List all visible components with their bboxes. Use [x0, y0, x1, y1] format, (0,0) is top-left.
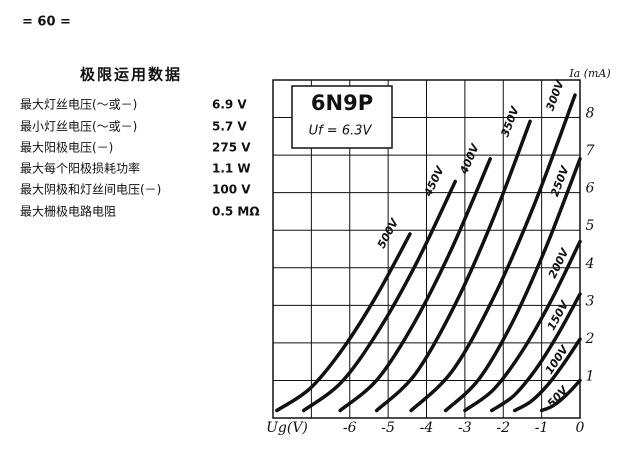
- y-tick-label: 7: [586, 143, 595, 159]
- curve: [409, 93, 577, 413]
- curve: [275, 232, 412, 413]
- curve: [374, 119, 532, 413]
- row-label: 最大栅极电路电阻: [20, 204, 116, 219]
- curve: [539, 378, 582, 413]
- y-tick-label: 2: [585, 331, 595, 347]
- row-label: 最小灯丝电压(～或－): [20, 120, 137, 134]
- x-tick-label: -4: [420, 420, 434, 436]
- curve: [489, 292, 582, 413]
- curve: [513, 337, 582, 413]
- curve: [443, 157, 582, 413]
- y-tick-label: 5: [586, 218, 595, 234]
- y-tick-label: 6: [586, 181, 595, 197]
- chart: Ug(V) -6 -5 -4 -3 -2 -1 0 1 2 3 4 5 6 7 8 Ia (mA) 6N9P Uf …: [266, 67, 611, 436]
- curve-label: 450V: [421, 163, 447, 199]
- table-title: 极限运用数据: [80, 66, 182, 84]
- row-value: 275 V: [212, 141, 251, 155]
- x-tick-label: 0: [576, 420, 585, 436]
- y-tick-label: 3: [586, 293, 595, 309]
- row-label: 最大灯丝电压(～或－): [20, 98, 137, 112]
- curve-label: 300V: [543, 77, 567, 112]
- x-tick-label: -2: [496, 420, 510, 436]
- limits-table: 最大灯丝电压(～或－) 6.9 V 最小灯丝电压(～或－) 5.7 V 最大阳极电压(－…: [20, 98, 260, 219]
- chart-title: 6N9P: [311, 91, 373, 115]
- x-tick-label: -3: [458, 420, 472, 436]
- chart-subtitle: Uf = 6.3V: [309, 124, 373, 139]
- row-label: 最大阴极和灯丝间电压(－): [20, 183, 161, 197]
- y-tick-label: 1: [586, 368, 595, 384]
- row-value: 1.1 W: [212, 162, 251, 176]
- row-value: 0.5 MΩ: [212, 205, 260, 219]
- curve: [301, 179, 458, 413]
- curve: [463, 239, 582, 413]
- y-axis-label: Ia (mA): [568, 67, 610, 80]
- x-tick-label: -5: [381, 420, 395, 436]
- page-number: = 60 =: [22, 15, 71, 30]
- row-value: 5.7 V: [212, 120, 247, 134]
- x-tick-label: -1: [535, 420, 549, 436]
- x-tick-label: -6: [343, 420, 357, 436]
- y-tick-label: 8: [586, 106, 595, 122]
- row-label: 最大阳极电压(－): [20, 141, 113, 155]
- row-value: 100 V: [212, 183, 251, 197]
- curve-label: 500V: [375, 215, 402, 250]
- row-value: 6.9 V: [212, 98, 247, 112]
- curve-label: 400V: [457, 141, 482, 177]
- title-box: [291, 85, 393, 149]
- x-axis-label: Ug(V): [266, 420, 308, 436]
- curve: [338, 157, 492, 413]
- curve-label: 350V: [498, 103, 522, 138]
- y-tick-label: 4: [585, 256, 595, 272]
- row-label: 最大每个阳极损耗功率: [20, 161, 140, 176]
